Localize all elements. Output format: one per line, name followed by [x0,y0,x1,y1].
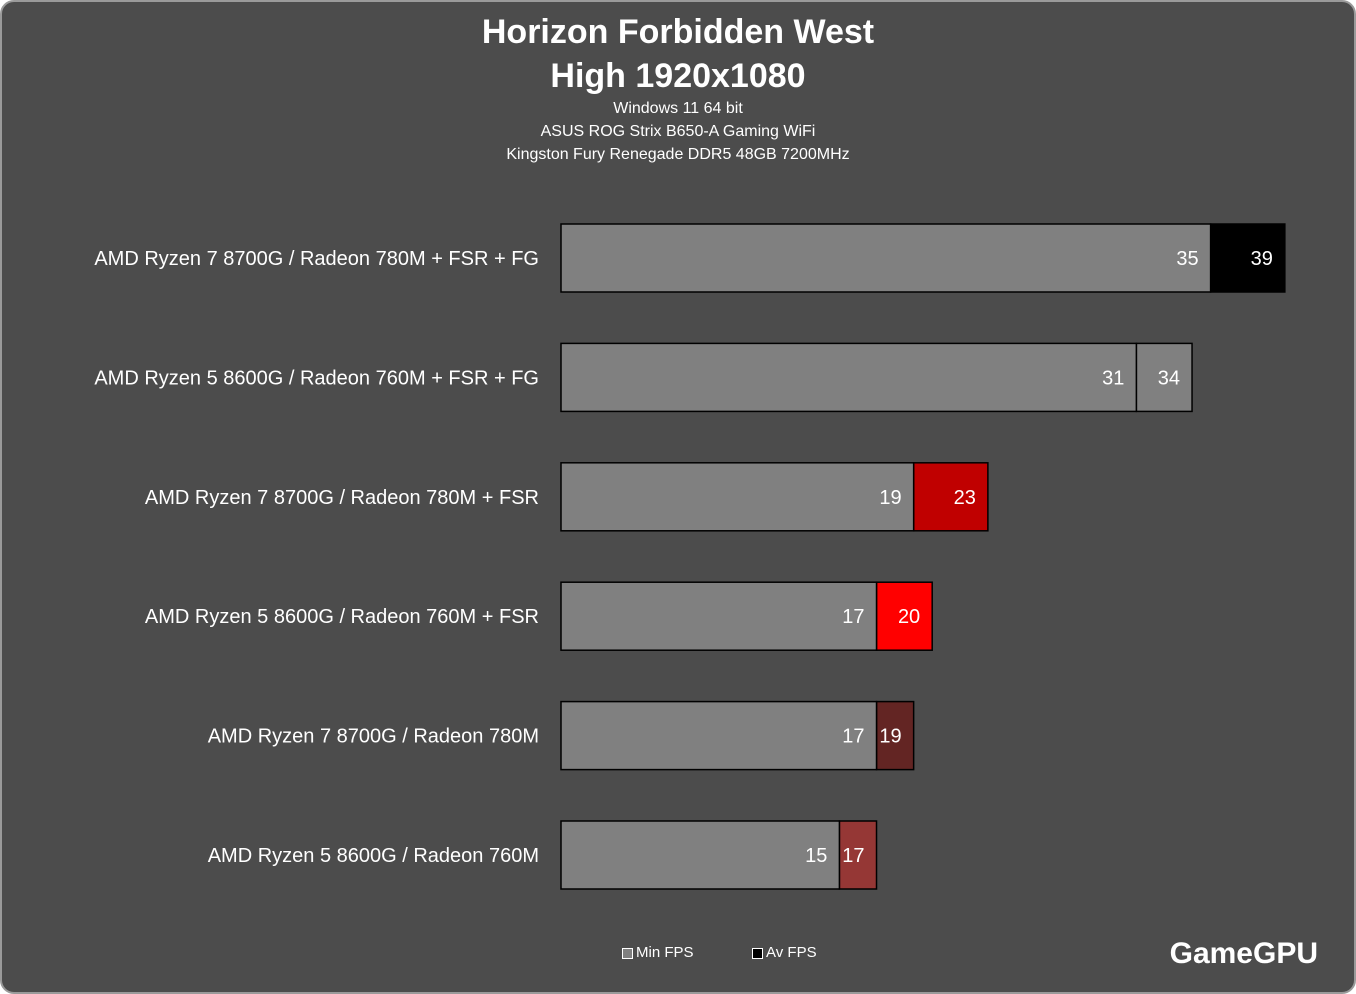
data-label-av-fps: 39 [1251,248,1273,270]
bar-min-fps [560,462,915,532]
bar-av-fps [838,820,878,890]
note-motherboard: ASUS ROG Strix B650-A Gaming WiFi [540,123,816,140]
data-label-av-fps: 20 [898,606,920,628]
bar-av-fps [912,462,989,532]
bar-min-fps [560,342,1138,413]
legend-av-fps-swatch [752,947,763,959]
bar-min-fps [560,820,841,890]
bar-min-fps [560,223,1212,293]
brand-logo-text: GameGPU [1169,937,1318,970]
legend-min-fps-label: Min FPS [636,944,694,961]
note-memory: Kingston Fury Renegade DDR5 48GB 7200MHz [506,146,850,163]
data-label-av-fps: 19 [879,726,901,748]
data-label-min-fps: 19 [879,487,901,509]
bar-av-fps [875,581,933,651]
data-label-av-fps: 34 [1158,367,1180,389]
bar-min-fps [560,700,878,771]
legend-av-fps-label: Av FPS [766,944,817,961]
data-label-min-fps: 15 [805,845,827,867]
bar-min-fps [560,581,878,651]
legend-av-fps: Av FPS [752,944,817,962]
category-label: AMD Ryzen 5 8600G / Radeon 760M + FSR + … [94,367,539,389]
bar-av-fps [1209,223,1286,293]
data-label-min-fps: 17 [842,726,864,748]
note-os: Windows 11 64 bit [613,100,743,117]
chart-subtitle: High 1920x1080 [550,57,806,95]
data-label-min-fps: 17 [842,606,864,628]
legend-min-fps-swatch [622,947,633,959]
data-label-min-fps: 35 [1176,248,1198,270]
data-label-av-fps: 23 [954,487,976,509]
category-label: AMD Ryzen 7 8700G / Radeon 780M [208,726,539,748]
data-label-av-fps: 17 [842,845,864,867]
category-label: AMD Ryzen 7 8700G / Radeon 780M + FSR [145,487,539,509]
category-label: AMD Ryzen 5 8600G / Radeon 760M + FSR [145,606,539,628]
legend-min-fps: Min FPS [622,944,694,962]
category-label: AMD Ryzen 5 8600G / Radeon 760M [208,845,539,867]
data-label-min-fps: 31 [1102,367,1124,389]
bar-av-fps [1135,342,1193,413]
category-label: AMD Ryzen 7 8700G / Radeon 780M + FSR + … [94,248,539,270]
chart-title: Horizon Forbidden West [481,13,875,51]
